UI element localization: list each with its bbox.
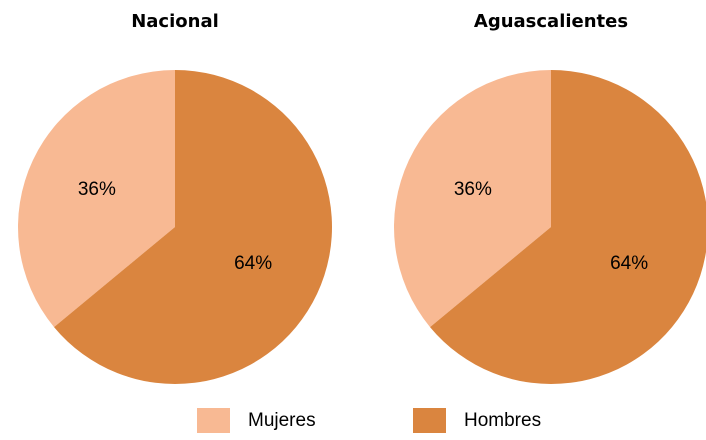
pie-slice: [18, 70, 176, 328]
pie-slice: [394, 70, 551, 328]
chart-title: Aguascalientes: [474, 11, 628, 32]
legend-label: Hombres: [464, 410, 541, 431]
data-label: 36%: [454, 179, 492, 200]
pie-slice: [430, 70, 706, 384]
data-label: 64%: [234, 253, 272, 274]
legend-label: Mujeres: [248, 410, 316, 431]
data-label: 36%: [78, 179, 116, 200]
pie-slice: [54, 70, 333, 384]
legend-swatch: [413, 408, 446, 433]
data-label: 64%: [610, 253, 648, 274]
legend-swatch: [197, 408, 230, 433]
chart-title: Nacional: [131, 11, 219, 32]
